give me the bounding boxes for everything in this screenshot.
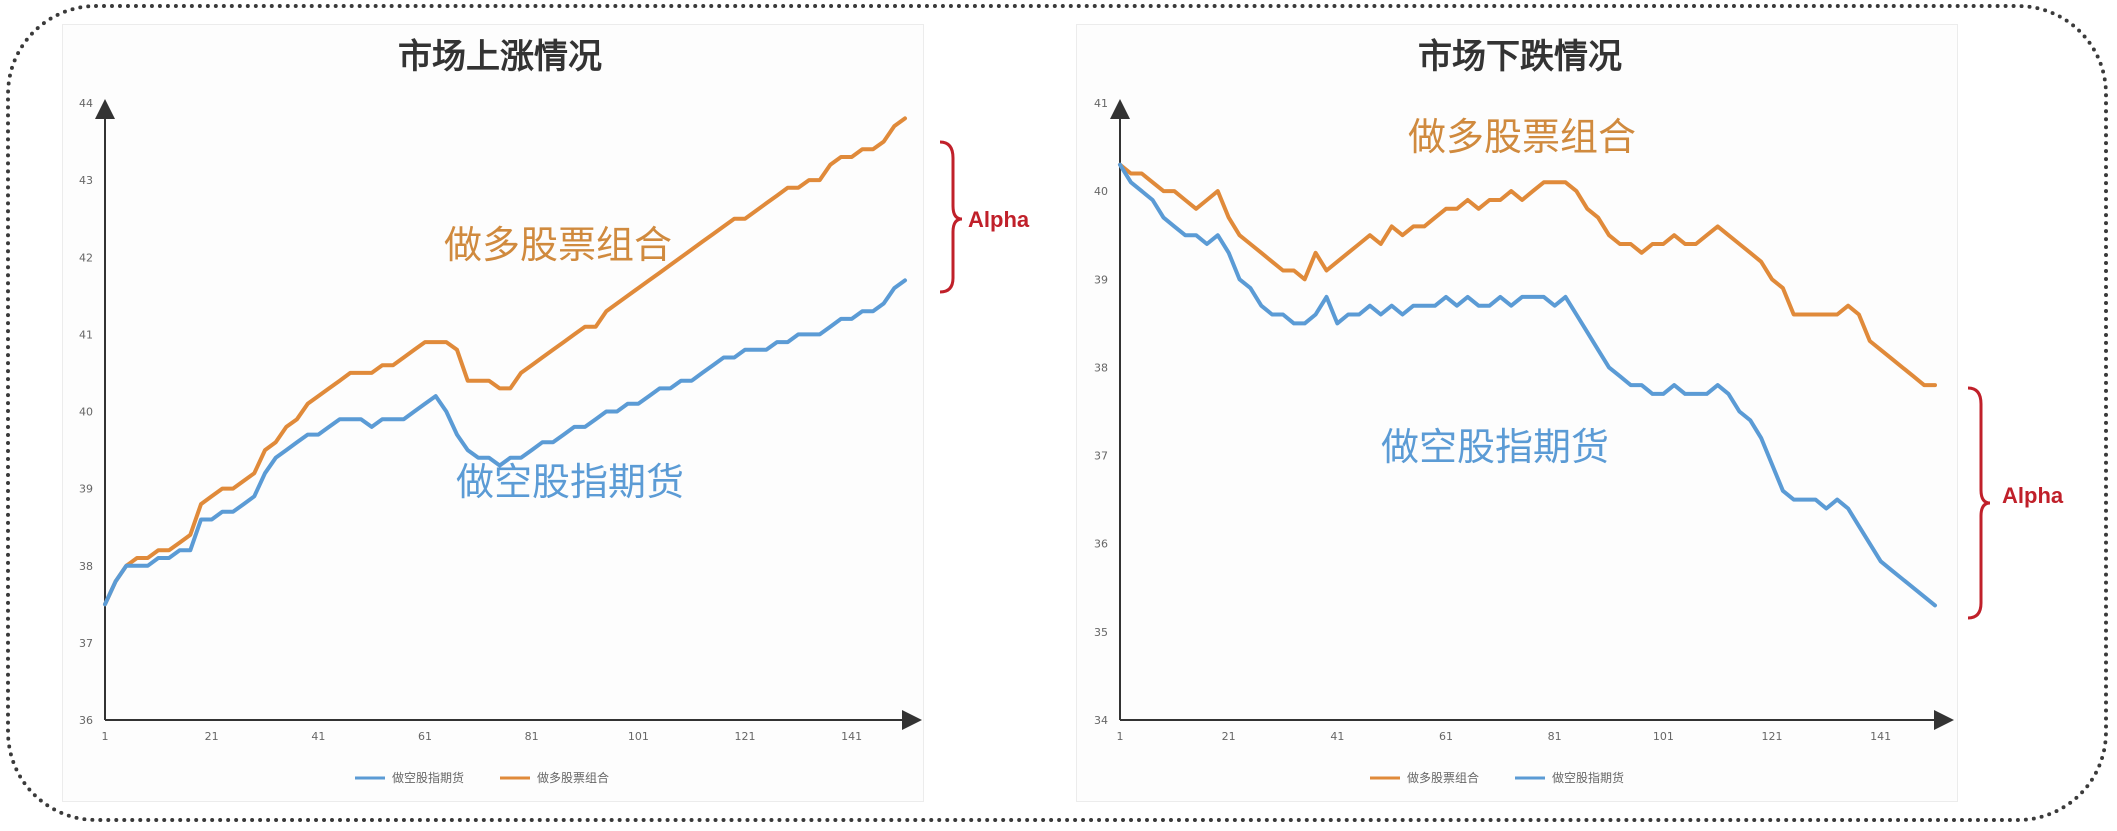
chart-title: 市场下跌情况: [1418, 37, 1622, 77]
alpha-bracket: [939, 140, 963, 294]
short-annotation: 做空股指期货: [456, 460, 684, 504]
y-tick-label: 39: [1094, 273, 1108, 286]
y-tick-label: 37: [1094, 450, 1108, 463]
x-tick-label: 101: [1653, 730, 1674, 743]
legend-label: 做多股票组合: [1407, 770, 1479, 785]
x-tick-label: 101: [628, 730, 649, 743]
y-tick-label: 40: [1094, 185, 1108, 198]
x-tick-label: 141: [841, 730, 862, 743]
x-tick-label: 61: [1439, 730, 1453, 743]
x-tick-label: 81: [1548, 730, 1562, 743]
series-lines: [1118, 162, 1937, 608]
y-tick-label: 36: [79, 714, 93, 727]
legend-label: 做多股票组合: [537, 770, 609, 785]
y-tick-label: 38: [79, 560, 93, 573]
series-line-long: [1118, 162, 1937, 388]
y-tick-label: 37: [79, 637, 93, 650]
alpha-label: Alpha: [2002, 483, 2064, 508]
y-tick-label: 34: [1094, 714, 1108, 727]
y-tick-labels: 36 37 38 39 40 41 42 43 44: [79, 97, 93, 727]
legend: 做空股指期货 做多股票组合: [355, 770, 609, 785]
series-line-short: [1118, 162, 1937, 608]
x-tick-label: 41: [1330, 730, 1344, 743]
x-tick-label: 61: [418, 730, 432, 743]
legend-label: 做空股指期货: [1552, 770, 1624, 785]
x-tick-labels: 1 21 41 61 81 101 121 141: [102, 730, 863, 743]
x-tick-labels: 1 21 41 61 81 101 121 141: [1117, 730, 1892, 743]
right-chart-panel: [1076, 24, 1958, 802]
left-chart-panel: [62, 24, 924, 802]
dotted-frame: [6, 4, 2108, 822]
x-tick-label: 141: [1870, 730, 1891, 743]
y-tick-label: 36: [1094, 538, 1108, 551]
y-tick-label: 41: [1094, 97, 1108, 110]
x-tick-label: 81: [525, 730, 539, 743]
series-line-short: [103, 278, 907, 607]
legend: 做多股票组合 做空股指期货: [1370, 770, 1624, 785]
y-tick-label: 43: [79, 174, 93, 187]
y-tick-label: 40: [79, 406, 93, 419]
x-tick-label: 21: [1222, 730, 1236, 743]
series-line-long: [103, 116, 907, 607]
y-tick-label: 38: [1094, 361, 1108, 374]
y-tick-label: 42: [79, 251, 93, 264]
y-tick-labels: 34 35 36 37 38 39 40 41: [1094, 97, 1108, 727]
x-tick-label: 1: [1117, 730, 1124, 743]
alpha-label: Alpha: [968, 207, 1030, 232]
y-tick-label: 35: [1094, 626, 1108, 639]
long-annotation: 做多股票组合: [1408, 115, 1636, 159]
legend-label: 做空股指期货: [392, 770, 464, 785]
chart-title: 市场上涨情况: [398, 37, 602, 77]
short-annotation: 做空股指期货: [1381, 425, 1609, 469]
x-tick-label: 121: [1762, 730, 1783, 743]
x-tick-label: 121: [735, 730, 756, 743]
x-tick-label: 1: [102, 730, 109, 743]
y-tick-label: 41: [79, 328, 93, 341]
alpha-bracket: [1967, 386, 1991, 620]
long-annotation: 做多股票组合: [444, 223, 672, 267]
series-lines: [103, 116, 907, 607]
y-tick-label: 44: [79, 97, 93, 110]
x-tick-label: 21: [205, 730, 219, 743]
y-tick-label: 39: [79, 483, 93, 496]
x-tick-label: 41: [311, 730, 325, 743]
